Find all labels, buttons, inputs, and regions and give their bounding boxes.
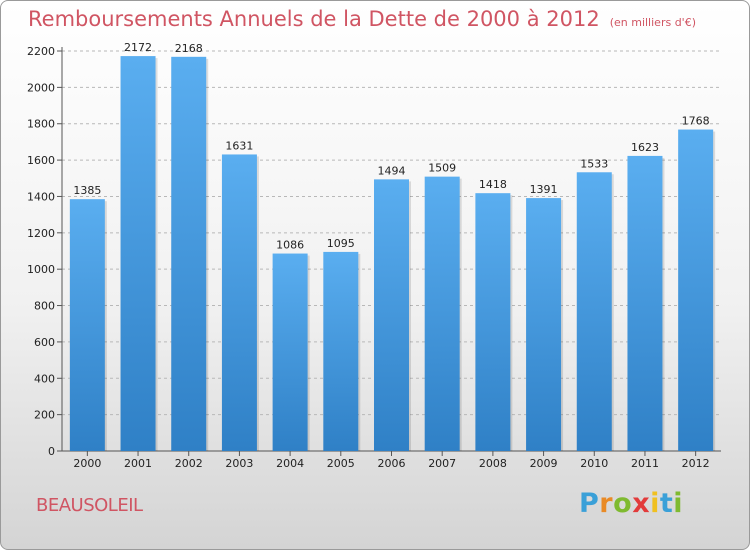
y-tick-label: 0 (48, 445, 55, 458)
bar-2007 (424, 176, 460, 452)
bar-2005 (323, 251, 359, 451)
x-tick-label: 2005 (327, 457, 355, 470)
city-name: BEAUSOLEIL (36, 495, 143, 516)
bar-2011 (627, 155, 663, 451)
x-tick-label: 2003 (225, 457, 253, 470)
data-label: 1623 (631, 141, 659, 154)
logo-letter: x (632, 488, 651, 519)
x-tick-label: 2012 (682, 457, 710, 470)
logo-letter: t (659, 488, 674, 519)
x-tick-label: 2009 (530, 457, 558, 470)
y-tick-label: 2000 (27, 81, 55, 94)
y-tick-label: 1400 (27, 190, 55, 203)
logo-letter: r (599, 488, 614, 519)
bar-2012 (678, 129, 714, 451)
y-tick-label: 400 (34, 372, 55, 385)
x-tick-label: 2010 (580, 457, 608, 470)
bar-2001 (120, 56, 156, 451)
bars (69, 56, 716, 452)
logo-letter: i (673, 488, 684, 519)
data-label: 1533 (580, 157, 608, 170)
y-tick-label: 800 (34, 300, 55, 313)
proxiti-logo: Proxiti (579, 488, 683, 519)
x-tick-label: 2001 (124, 457, 152, 470)
logo-letter: i (650, 488, 660, 519)
data-label: 1509 (428, 162, 456, 175)
x-tick-label: 2008 (479, 457, 507, 470)
logo-letter: P (579, 488, 600, 519)
bar-2009 (526, 198, 562, 451)
y-tick-label: 1200 (27, 227, 55, 240)
bar-2008 (475, 193, 511, 451)
chart-title: Remboursements Annuels de la Dette de 20… (28, 7, 696, 31)
labels: 0 200 400 600 800 1000 1200 1400 1600 1800 2000 220… (27, 41, 710, 470)
bar-2002 (171, 56, 207, 452)
x-tick-label: 2006 (378, 457, 406, 470)
x-tick-label: 2011 (631, 457, 659, 470)
chart-title-text: Remboursements Annuels de la Dette de 20… (28, 7, 600, 31)
data-label: 1385 (73, 184, 101, 197)
data-label: 1494 (378, 164, 406, 177)
chart-subtitle: (en milliers d'€) (609, 16, 696, 29)
y-tick-label: 600 (34, 336, 55, 349)
y-tick-label: 1800 (27, 118, 55, 131)
x-tick-label: 2004 (276, 457, 304, 470)
y-tick-label: 2200 (27, 45, 55, 58)
data-label: 1095 (327, 237, 355, 250)
logo-letter: o (613, 488, 633, 519)
x-tick-label: 2000 (73, 457, 101, 470)
bar-2006 (374, 179, 409, 451)
bar-2000 (69, 199, 105, 451)
y-tick-label: 200 (34, 409, 55, 422)
data-label: 1391 (530, 183, 558, 196)
data-label: 1631 (225, 139, 253, 152)
bar-2010 (576, 172, 612, 452)
data-label: 1086 (276, 239, 304, 252)
y-tick-label: 1600 (27, 154, 55, 167)
bar-2004 (272, 253, 308, 451)
y-tick-label: 1000 (27, 263, 55, 276)
data-label: 1418 (479, 178, 507, 191)
data-label: 2168 (175, 42, 203, 55)
x-tick-label: 2002 (175, 457, 203, 470)
data-label: 2172 (124, 41, 152, 54)
bar-2003 (221, 154, 257, 452)
data-label: 1768 (682, 115, 710, 128)
x-tick-label: 2007 (428, 457, 456, 470)
